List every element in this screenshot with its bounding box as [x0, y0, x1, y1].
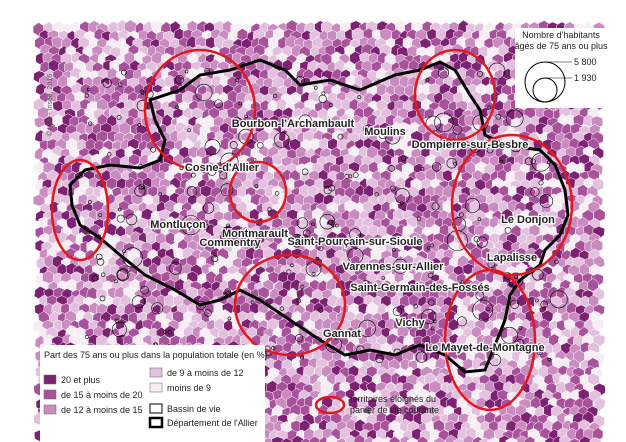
town-label: Cosne-d'Allier — [185, 162, 260, 174]
town-label: Commentry — [199, 237, 261, 249]
class-swatch — [43, 389, 57, 400]
legend-label: de 12 à moins de 15 — [61, 405, 143, 415]
legend-label: 20 et plus — [61, 375, 101, 385]
class-swatch — [43, 404, 57, 415]
town-label: Bourbon-l'Archambault — [232, 118, 355, 130]
town-label: Varennes-sur-Allier — [343, 261, 445, 273]
legend-label: de 15 à moins de 20 — [61, 390, 143, 400]
town-label: Le Donjon — [501, 214, 555, 226]
class-swatch — [149, 367, 163, 378]
commune — [32, 194, 46, 207]
town-label: Le Mayet-de-Montagne — [425, 342, 544, 354]
legend-label: Département de l'Allier — [167, 418, 258, 428]
size-legend: Nombre d'habitants âgés de 75 ans ou plu… — [514, 28, 608, 108]
commune — [164, 325, 177, 339]
town-label: Vichy — [395, 317, 425, 329]
legend-title: Part des 75 ans ou plus dans la populati… — [44, 350, 268, 360]
town-label: Saint-Pourçain-sur-Sioule — [287, 236, 422, 248]
town-label: Montluçon — [150, 219, 206, 231]
commune — [464, 114, 478, 127]
bassin-swatch — [149, 403, 163, 414]
class-swatch — [149, 382, 163, 393]
town-label: Lapalisse — [487, 252, 537, 264]
copyright: © IGN - Insee, 2016 — [46, 74, 54, 136]
department-swatch — [148, 416, 164, 429]
legend-label: panier de vie courante — [350, 405, 439, 415]
legend-label: de 9 à moins de 12 — [167, 368, 244, 378]
size-label: 1 930 — [574, 73, 597, 83]
size-legend-box — [515, 28, 607, 108]
town-label: Gannat — [323, 328, 361, 340]
commune — [528, 255, 540, 268]
class-swatch — [43, 374, 57, 385]
legend-label: moins de 9 — [167, 383, 211, 393]
legend-label: Bassin de vie — [167, 404, 221, 414]
commune — [339, 114, 352, 127]
commune — [131, 192, 144, 206]
commune — [299, 294, 312, 308]
size-label: 5 800 — [574, 57, 597, 67]
town-label: Saint-Germain-des-Fossés — [350, 282, 489, 294]
legend-label: territoires éloignés du — [350, 394, 436, 404]
commune — [529, 177, 542, 191]
size-legend-title: âgés de 75 ans ou plus — [514, 41, 608, 51]
size-legend-title: Nombre d'habitants — [522, 30, 600, 40]
town-label: Moulins — [364, 126, 406, 138]
town-label: Dompierre-sur-Besbre — [412, 139, 529, 151]
